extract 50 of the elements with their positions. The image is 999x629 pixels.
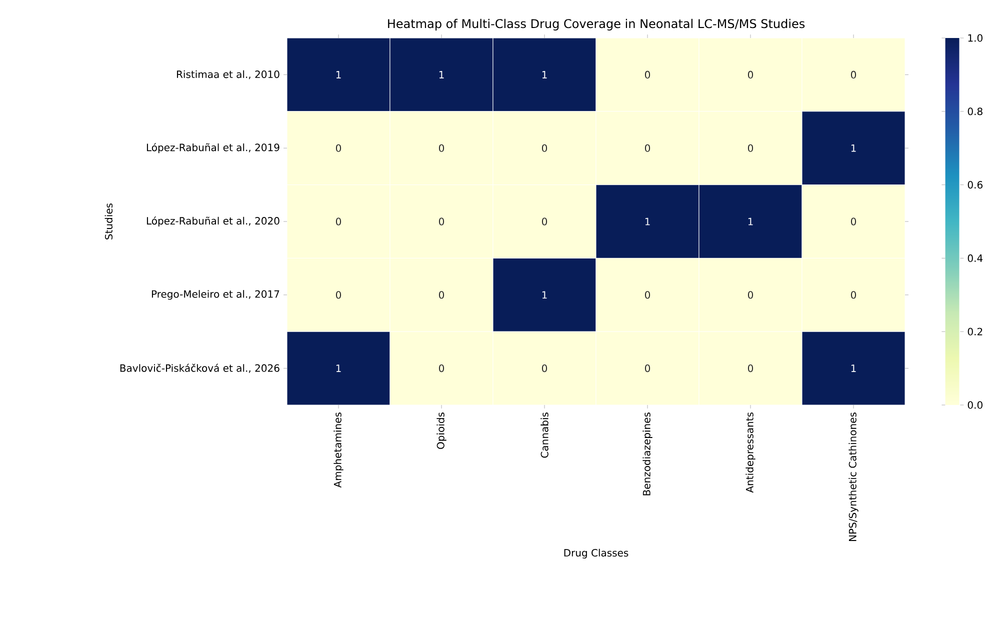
data-label: 1 xyxy=(336,364,341,372)
data-label: 1 xyxy=(542,71,547,78)
x-tick-label: Opioids xyxy=(436,412,446,449)
x-tick-label: Amphetamines xyxy=(334,412,344,488)
data-label: 0 xyxy=(542,364,548,372)
color-bar-label: 0.6 xyxy=(968,181,982,189)
data-label: 1 xyxy=(851,364,856,372)
chart-title: Heatmap of Multi-Class Drug Coverage in Neonatal LC-MS/MS Studies xyxy=(388,18,805,30)
color-bar-label: 0.8 xyxy=(968,108,982,116)
x-tick-label: Cannabis xyxy=(540,412,548,458)
y-tick-label: Prego-Meleiro et al., 2017 xyxy=(152,290,280,300)
data-label: 0 xyxy=(850,291,856,299)
data-label: 0 xyxy=(336,218,342,226)
data-label: 1 xyxy=(336,71,341,78)
y-axis-title: Studies xyxy=(104,203,113,240)
y-tick-label: Ristimaa et al., 2010 xyxy=(176,70,280,80)
data-label: 1 xyxy=(748,218,753,226)
y-tick-label: Bavlovič-Piskáčková et al., 2026 xyxy=(120,364,280,373)
data-label: 0 xyxy=(748,364,754,372)
x-axis-title: Drug Classes xyxy=(564,548,628,558)
color-bar-label: 1.0 xyxy=(968,34,982,42)
data-label: 0 xyxy=(438,291,444,299)
data-label: 0 xyxy=(336,144,342,152)
data-label: 0 xyxy=(644,70,650,78)
data-label: 0 xyxy=(850,218,856,226)
x-tick-label: NPS/Synthetic Cathinones xyxy=(848,412,858,541)
data-label: 0 xyxy=(438,364,444,372)
data-label: 0 xyxy=(336,291,342,299)
data-label: 1 xyxy=(851,144,856,152)
color-bar-label: 0.2 xyxy=(968,328,982,336)
data-label: 0 xyxy=(438,218,444,226)
x-tick-label: Benzodiazepines xyxy=(642,412,652,496)
data-label: 0 xyxy=(644,144,650,152)
color-bar-label: 0.4 xyxy=(968,254,983,262)
data-label: 1 xyxy=(542,291,547,299)
data-label: 0 xyxy=(644,291,650,299)
data-label: 0 xyxy=(542,144,548,152)
data-label: 1 xyxy=(645,218,650,226)
y-tick-label: López-Rabuñal et al., 2019 xyxy=(146,143,280,154)
y-tick-label: López-Rabuñal et al., 2020 xyxy=(146,216,280,227)
color-bar-label: 0.0 xyxy=(968,401,982,409)
data-label: 1 xyxy=(439,71,444,78)
data-label: 0 xyxy=(748,70,754,78)
data-label: 0 xyxy=(748,144,754,152)
x-tick-label: Antidepressants xyxy=(746,412,756,493)
data-label: 0 xyxy=(542,218,548,226)
data-label: 0 xyxy=(438,144,444,152)
data-label: 0 xyxy=(644,364,650,372)
data-label: 0 xyxy=(748,291,754,299)
data-label: 0 xyxy=(850,70,856,78)
